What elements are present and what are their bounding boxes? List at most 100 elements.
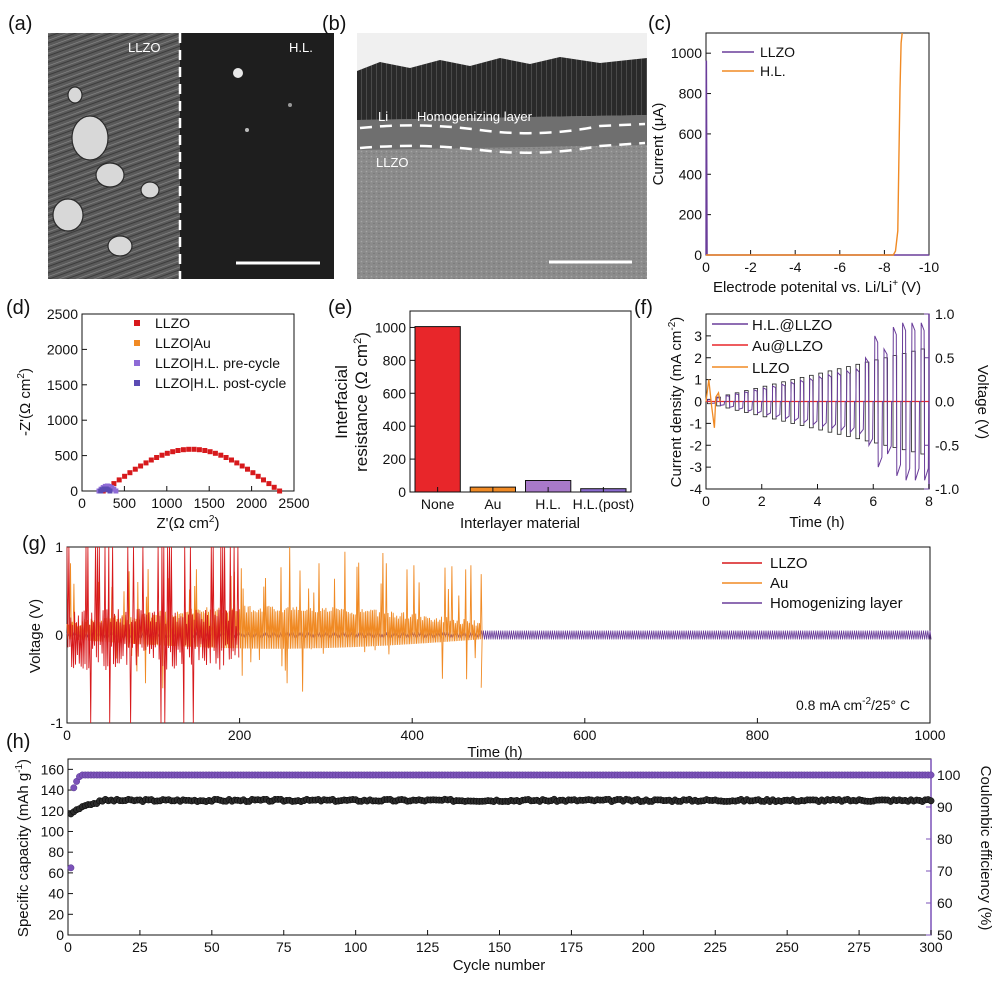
x-tick-label: 0 — [702, 259, 710, 275]
y-tick-label: 0 — [694, 394, 702, 410]
sem-llzo-pits — [52, 86, 160, 257]
y-tick-label: 1 — [55, 539, 63, 555]
legend: LLZO H.L. — [722, 44, 795, 79]
y-tick-label: 2000 — [47, 341, 78, 357]
x-tick-label: 0 — [78, 495, 86, 511]
legend-label: LLZO — [770, 555, 808, 572]
sem-li-layer — [357, 57, 647, 120]
legend-label: LLZO|H.L. pre-cycle — [155, 355, 280, 371]
x-tick-label: 150 — [488, 939, 512, 955]
x-tick-label: 500 — [113, 495, 137, 511]
y-axis-label: Voltage (V) — [27, 599, 44, 673]
x-tick-label: 4 — [814, 493, 822, 509]
legend-marker — [134, 340, 140, 346]
x-tick-label: -6 — [834, 259, 847, 275]
data-point — [138, 463, 144, 469]
series-group — [96, 446, 283, 494]
data-point — [111, 481, 117, 487]
x-tick-label: 600 — [573, 727, 597, 743]
y-tick-label: 0 — [56, 927, 64, 943]
sem-image-hl-surface — [180, 33, 334, 279]
y-axis-label-line2: resistance (Ω cm2) — [352, 332, 371, 472]
series-line-au — [66, 546, 483, 692]
data-point — [266, 481, 272, 487]
x-tick-label: 175 — [560, 939, 584, 955]
legend-label: Homogenizing layer — [770, 595, 903, 612]
y-tick-label: 600 — [383, 385, 407, 401]
x-tick-label: 0 — [63, 727, 71, 743]
panel-b: (b) Li Homogenizing layer LLZO — [322, 13, 647, 279]
y-tick-label: 400 — [679, 166, 703, 182]
panel-letter-h: (h) — [6, 731, 30, 753]
x-tick-label: H.L.(post) — [573, 496, 634, 512]
y-tick-label: 600 — [679, 126, 703, 142]
y-tick-label: 0.5 — [935, 350, 955, 366]
x-tick-label: -10 — [919, 259, 939, 275]
data-point — [277, 488, 283, 494]
sem-label-llzo-bulk: LLZO — [376, 155, 409, 170]
x-axis: 0 2 4 6 8 — [702, 484, 933, 509]
plot-frame — [409, 310, 632, 493]
sem-particle — [288, 103, 292, 107]
legend-label: LLZO|H.L. post-cycle — [155, 375, 286, 391]
y-tick-label: 1000 — [671, 45, 702, 61]
data-point — [255, 473, 261, 479]
y-tick-label: -2 — [690, 437, 703, 453]
data-point — [127, 470, 133, 476]
x-tick-label: 300 — [919, 939, 943, 955]
y-tick-label: -1 — [690, 415, 703, 431]
x-tick-label: 0 — [64, 939, 72, 955]
legend-label-hl: H.L. — [760, 63, 786, 79]
y-tick-label: 200 — [383, 451, 407, 467]
y-tick-label: 3 — [694, 328, 702, 344]
y-axis-label-left: Current density (mA cm-2) — [667, 317, 685, 488]
y-tick-label: 200 — [679, 207, 703, 223]
x-axis: 0 200 400 600 800 1000 — [63, 718, 946, 743]
capacity-point — [927, 797, 935, 805]
sem-label-homogenizing-layer: Homogenizing layer — [417, 109, 533, 124]
efficiency-point — [67, 864, 75, 872]
legend-marker — [134, 360, 140, 366]
y-axis-right: -1.0 -0.5 0.0 0.5 1.0 — [924, 306, 959, 497]
x-axis: 0 500 1000 1500 2000 2500 — [78, 486, 310, 511]
data-point — [229, 457, 234, 463]
sem-particle — [233, 68, 243, 78]
data-point — [122, 473, 128, 479]
y-tick-label: 80 — [937, 831, 953, 847]
sem-label-llzo: LLZO — [128, 40, 161, 55]
data-point — [170, 449, 176, 455]
x-tick-label: 25 — [132, 939, 148, 955]
x-tick-label: -4 — [789, 259, 802, 275]
data-point — [113, 488, 119, 494]
efficiency-point — [927, 771, 935, 779]
x-tick-label: 400 — [401, 727, 425, 743]
y-axis: 0 200 400 600 800 1000 — [671, 45, 711, 263]
legend-marker — [134, 320, 140, 326]
x-tick-label: 2000 — [236, 495, 267, 511]
y-tick-label: 100 — [41, 823, 65, 839]
data-point — [223, 455, 229, 460]
legend-marker — [134, 380, 140, 386]
y-axis-left: -4 -3 -2 -1 0 1 2 3 — [690, 328, 711, 497]
y-tick-label: 0.0 — [935, 394, 955, 410]
x-tick-label: 8 — [925, 493, 933, 509]
series-group — [66, 546, 932, 724]
data-point — [164, 450, 170, 456]
legend-label: LLZO — [752, 360, 790, 377]
y-tick-label: 0 — [70, 483, 78, 499]
data-point — [107, 488, 113, 494]
x-tick-label: 1000 — [914, 727, 945, 743]
plot-frame — [67, 758, 932, 936]
y-tick-label: 2500 — [47, 306, 78, 322]
y-tick-label: 1000 — [375, 319, 406, 335]
data-point — [180, 447, 186, 453]
y-tick-label: 20 — [48, 906, 64, 922]
sem-label-hl: H.L. — [289, 40, 313, 55]
test-condition-label: 0.8 mA cm-2/25° C — [796, 696, 910, 713]
efficiency-point — [70, 784, 78, 792]
data-point — [250, 470, 256, 476]
x-axis: 0 -2 -4 -6 -8 -10 — [702, 250, 939, 275]
data-point — [159, 452, 165, 458]
y-axis-label-right: Coulombic efficiency (%) — [977, 766, 994, 931]
layer-boundary-lower — [359, 141, 646, 154]
